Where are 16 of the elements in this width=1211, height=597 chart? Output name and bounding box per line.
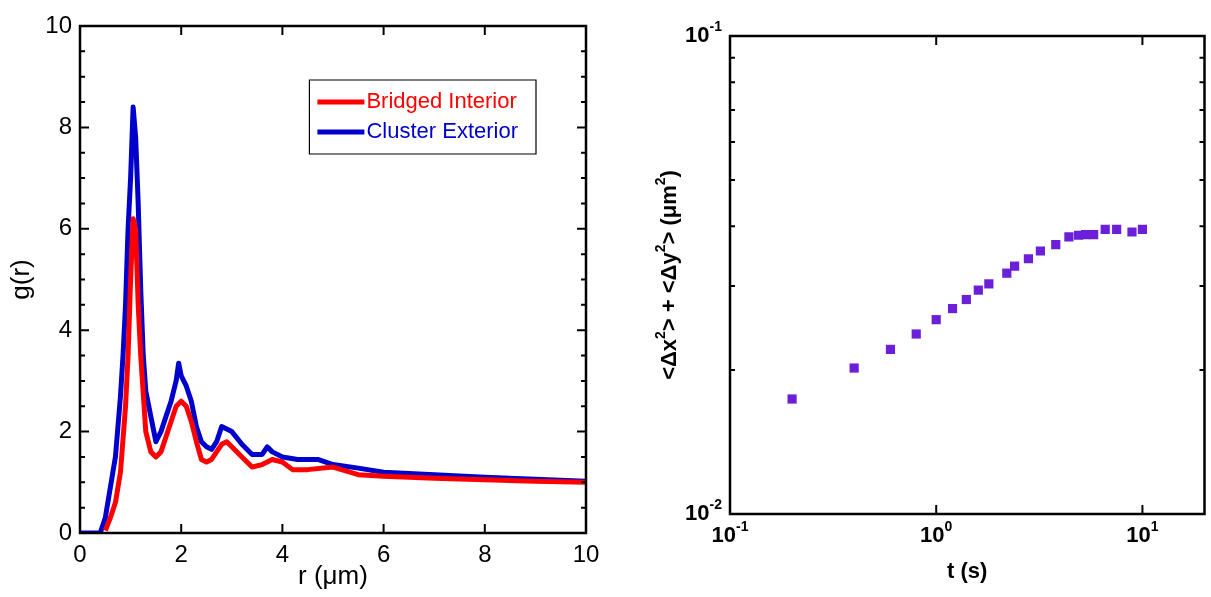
x-tick-label: 6 xyxy=(376,539,391,567)
y-axis-title: g(r) xyxy=(5,259,36,300)
y-tick-label: 8 xyxy=(58,112,73,140)
x-tick-label: 2 xyxy=(174,539,188,567)
x-tick-label: 4 xyxy=(275,539,290,567)
x-tick-label: 8 xyxy=(478,539,492,567)
y-tick-label: 4 xyxy=(58,314,73,342)
y-tick-label: 6 xyxy=(58,213,73,241)
x-tick-label: 10 xyxy=(572,539,600,567)
x-axis-title: r (μm) xyxy=(298,560,368,591)
x-axis-title: t (s) xyxy=(947,558,988,584)
y-tick-label: 2 xyxy=(58,416,73,444)
legend-label: Cluster Exterior xyxy=(366,118,518,144)
legend-label: Bridged Interior xyxy=(366,88,517,114)
y-axis-title: <Δx2> + <Δy2> (μm2) xyxy=(652,170,682,380)
y-tick-label: 10 xyxy=(45,10,73,38)
